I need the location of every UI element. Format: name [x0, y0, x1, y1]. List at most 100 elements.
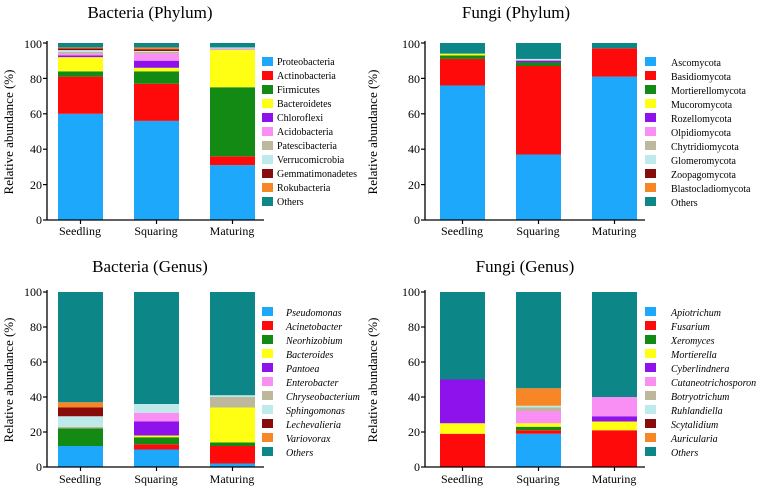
- x-category-label: Squaring: [134, 224, 177, 238]
- x-category-label: Squaring: [516, 472, 559, 486]
- legend-label: Apiotrichum: [670, 308, 721, 319]
- legend-label: Mortierella: [670, 350, 717, 361]
- legend-swatch-cutaneotrichosporon: [645, 377, 656, 386]
- legend-label: Patescibacteria: [277, 141, 338, 152]
- bar-segment-squaring-xeromyces: [516, 426, 561, 431]
- x-category-label: Squaring: [134, 472, 177, 486]
- bar-segment-maturing-acinetobacter: [210, 446, 255, 464]
- chart-title: Bacteria (Genus): [92, 257, 208, 276]
- bar-segment-seedling-fusarium: [440, 433, 485, 467]
- bar-segment-squaring-rokubacteria: [134, 47, 179, 50]
- bar-segment-maturing-cyberlindnera: [592, 416, 637, 422]
- legend-swatch-olpidiomycota: [645, 127, 656, 136]
- y-tick-label: 0: [414, 213, 420, 227]
- y-tick-label: 20: [30, 425, 42, 439]
- y-tick-label: 80: [30, 72, 42, 86]
- legend-swatch-auricularia: [645, 433, 656, 442]
- legend-swatch-enterobacter: [262, 377, 273, 386]
- bar-segment-maturing-others: [592, 43, 637, 49]
- legend-label: Rokubacteria: [277, 183, 331, 194]
- y-tick-label: 60: [408, 107, 420, 121]
- bar-segment-squaring-fusarium: [516, 430, 561, 434]
- bar-segment-seedling-mortierella: [440, 423, 485, 434]
- y-tick-label: 20: [408, 178, 420, 192]
- legend-label: Xeromyces: [670, 336, 715, 347]
- bar-segment-maturing-firmicutes: [210, 87, 255, 157]
- chart-title: Bacteria (Phylum): [87, 3, 212, 22]
- bar-segment-maturing-chryseobacterium: [210, 397, 255, 408]
- plot-bacteria-genus: [43, 290, 273, 471]
- x-category-label: Maturing: [210, 224, 255, 238]
- bar-segment-seedling-others: [58, 292, 103, 403]
- x-category-label: Seedling: [59, 472, 101, 486]
- legend-label: Glomeromycota: [671, 156, 737, 167]
- legend-swatch-zoopagomycota: [645, 169, 656, 178]
- legend-label: Proteobacteria: [277, 57, 335, 68]
- legend-label: Neorhizobium: [285, 336, 343, 347]
- legend-swatch-others: [262, 447, 273, 456]
- bar-segment-maturing-mortierella: [592, 421, 637, 431]
- bar-segment-squaring-ascomycota: [516, 154, 561, 220]
- legend-label: Variovorax: [286, 434, 331, 445]
- legend-swatch-xeromyces: [645, 335, 656, 344]
- legend-swatch-rozellomycota: [645, 113, 656, 122]
- panel-bacteria-genus: Bacteria (Genus) Relative abundance (%) …: [1, 257, 360, 486]
- bar-segment-maturing-patescibacteria: [210, 48, 255, 50]
- y-tick-label: 40: [408, 390, 420, 404]
- bar-segment-seedling-ascomycota: [440, 85, 485, 220]
- plot-bacteria-phylum: [43, 41, 273, 224]
- legend-label: Ruhlandiella: [670, 406, 723, 417]
- legend-swatch-ascomycota: [645, 57, 656, 66]
- x-category-label: Seedling: [441, 472, 483, 486]
- legend-label: Botryotrichum: [671, 392, 729, 403]
- legend-swatch-ruhlandiella: [645, 405, 656, 414]
- legend-swatch-blastocladiomycota: [645, 183, 656, 192]
- bar-segment-maturing-fusarium: [592, 430, 637, 467]
- bar-segment-squaring-firmicutes: [134, 71, 179, 84]
- bar-segment-seedling-lechevalieria: [58, 407, 103, 417]
- bar-segment-squaring-mortierellomycota: [516, 62, 561, 67]
- bar-segment-squaring-patescibacteria: [134, 51, 179, 54]
- y-tick-label: 0: [36, 460, 42, 474]
- bar-segment-maturing-acidobacteria: [210, 49, 255, 51]
- legend-swatch-chryseobacterium: [262, 391, 273, 400]
- bar-segment-maturing-basidiomycota: [592, 48, 637, 77]
- bar-segment-maturing-verrucomicrobia: [210, 47, 255, 49]
- y-tick-label: 100: [402, 285, 420, 299]
- legend-label: Sphingomonas: [286, 406, 345, 417]
- bar-segment-seedling-acidobacteria: [58, 53, 103, 56]
- bar-segment-squaring-bacteroides: [134, 435, 179, 438]
- bar-segment-squaring-others: [134, 43, 179, 48]
- y-axis-label: Relative abundance (%): [365, 70, 380, 195]
- x-category-label: Maturing: [592, 224, 637, 238]
- legend-swatch-glomeromycota: [645, 155, 656, 164]
- legend-label: Mucoromycota: [671, 100, 733, 111]
- bar-segment-seedling-rokubacteria: [58, 47, 103, 49]
- bar-segment-seedling-verrucomicrobia: [58, 50, 103, 52]
- bar-segment-squaring-acinetobacter: [134, 444, 179, 450]
- bar-segment-seedling-actinobacteria: [58, 76, 103, 114]
- legend-swatch-others: [645, 197, 656, 206]
- bar-segment-seedling-bacteroidetes: [58, 57, 103, 72]
- legend-swatch-proteobacteria: [262, 57, 273, 66]
- bar-segment-seedling-basidiomycota: [440, 58, 485, 86]
- x-category-label: Maturing: [592, 472, 637, 486]
- bar-segment-squaring-enterobacter: [134, 412, 179, 422]
- legend-swatch-mortierellomycota: [645, 85, 656, 94]
- legend-label: Pseudomonas: [285, 308, 342, 319]
- bar-segment-maturing-others: [592, 292, 637, 397]
- chart-title: Fungi (Genus): [476, 257, 575, 276]
- bar-segment-seedling-chryseobacterium: [58, 426, 103, 429]
- legend-label: Chloroflexi: [277, 113, 323, 124]
- legend-swatch-pantoea: [262, 363, 273, 372]
- legend-swatch-others: [262, 197, 273, 206]
- legend-label: Others: [277, 197, 304, 208]
- x-category-label: Seedling: [59, 224, 101, 238]
- bar-segment-squaring-glomeromycota: [516, 58, 561, 60]
- panel-fungi-phylum: Fungi (Phylum) Relative abundance (%) 0 …: [365, 3, 751, 238]
- legend-label: Gemmatimonadetes: [277, 169, 357, 180]
- bar-segment-maturing-sphingomonas: [210, 395, 255, 397]
- bar-segment-maturing-others: [210, 43, 255, 48]
- y-tick-label: 60: [30, 355, 42, 369]
